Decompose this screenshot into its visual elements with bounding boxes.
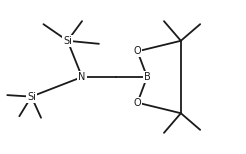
Text: N: N (78, 72, 86, 82)
Text: Si: Si (63, 36, 72, 46)
Text: B: B (144, 72, 151, 82)
Text: Si: Si (27, 92, 36, 102)
Text: O: O (134, 98, 141, 108)
Text: O: O (134, 46, 141, 56)
